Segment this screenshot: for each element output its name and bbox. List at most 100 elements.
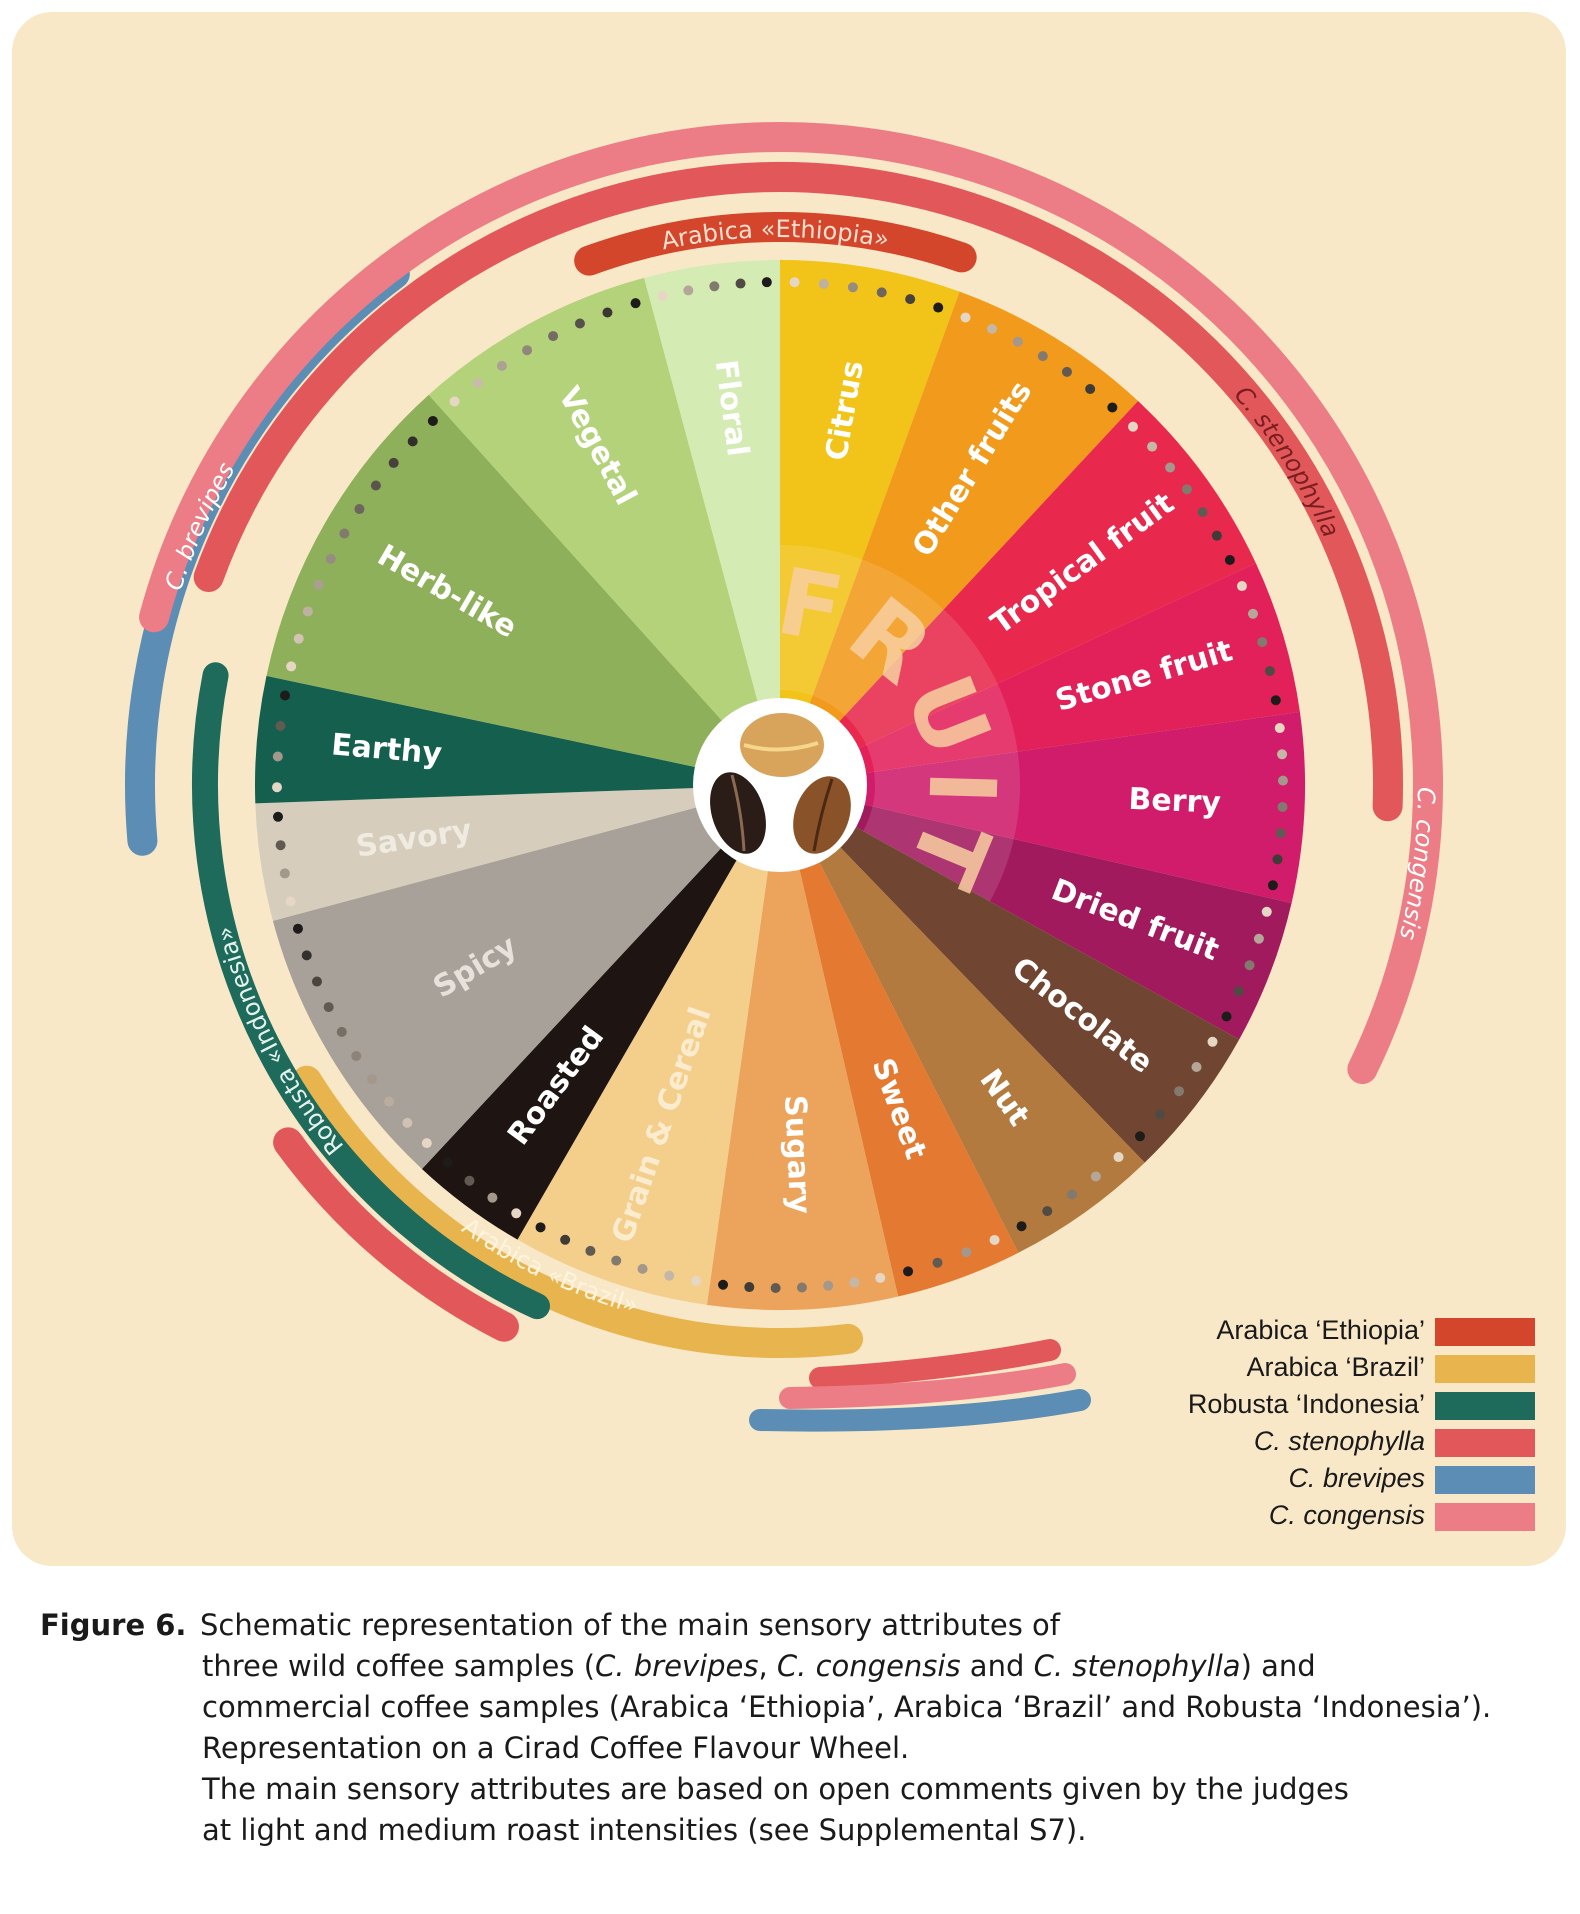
intensity-dot [905,294,916,305]
intensity-dot [487,1192,498,1203]
segment-sugary [706,867,899,1310]
wheel-segments [254,260,1305,1310]
intensity-dot [339,528,350,539]
band-arc [574,212,977,276]
intensity-dot [1016,1221,1027,1232]
legend-label: Arabica ‘Brazil’ [1246,1352,1425,1382]
band-arc [192,662,550,1320]
caption-line-1: Schematic representation of the main sen… [200,1608,1061,1642]
intensity-dot [1233,986,1244,997]
intensity-dot [875,1272,886,1283]
intensity-dot [1264,665,1275,676]
intensity-dot [1090,1171,1101,1182]
intensity-dot [1275,828,1286,839]
sample-bands [125,121,1443,1432]
intensity-dot [1107,402,1118,413]
segment-roasted [421,847,738,1240]
intensity-dot [735,278,746,289]
intensity-dot [336,1026,347,1037]
intensity-dot [351,1051,362,1062]
intensity-dot [1277,749,1288,760]
intensity-dot [796,1282,807,1293]
segment-herb-like [266,394,724,768]
intensity-dot [1113,1152,1124,1163]
band-arc-fragment [809,1339,1061,1389]
band-arc-fragment [749,1389,1091,1432]
intensity-dot [987,323,998,334]
legend: Arabica ‘Ethiopia’ Arabica ‘Brazil’ Robust… [1188,1315,1535,1531]
intensity-dot [279,868,290,879]
intensity-dot [1174,1086,1185,1097]
band-arc [273,1127,519,1342]
intensity-dot [761,277,772,288]
legend-swatch [1435,1429,1535,1457]
intensity-dot [961,1247,972,1258]
band-arc-fragment [779,1363,1076,1409]
segment-savory [255,787,698,921]
intensity-dot [407,436,418,447]
legend-label: Robusta ‘Indonesia’ [1188,1389,1425,1419]
intensity-dot [823,1280,834,1291]
intensity-dot [427,415,438,426]
intensity-dot [602,307,613,318]
intensity-dot [421,1138,432,1149]
intensity-dot [1272,854,1283,865]
intensity-dot [637,1263,648,1274]
intensity-dot [449,396,460,407]
intensity-dot [1207,1036,1218,1047]
intensity-dot [370,480,381,491]
legend-label: Arabica ‘Ethiopia’ [1216,1315,1425,1345]
caption-line-5: The main sensory attributes are based on… [202,1772,1349,1806]
intensity-dot [442,1157,453,1168]
legend-label: C. stenophylla [1254,1426,1425,1456]
intensity-dot [522,345,533,356]
intensity-dot [744,1282,755,1293]
intensity-dot [535,1222,546,1233]
legend-swatch [1435,1503,1535,1531]
intensity-dot [933,302,944,313]
segment-vegetal [428,277,759,722]
intensity-dot [302,606,313,617]
intensity-dot [1155,1109,1166,1120]
intensity-dot [1147,441,1158,452]
center-badge [693,698,867,872]
caption-line-2: three wild coffee samples (C. brevipes, … [202,1649,1316,1683]
intensity-dot [1191,1062,1202,1073]
segment-berry [862,711,1305,904]
intensity-dot [932,1257,943,1268]
intensity-dot [1042,1206,1053,1217]
intensity-dot [630,298,641,309]
intensity-dot [789,277,800,288]
intensity-dot [1197,507,1208,518]
intensity-dot [718,1279,729,1290]
segment-stone-fruit [857,563,1300,774]
intensity-dot [1085,384,1096,395]
legend-label: C. brevipes [1288,1463,1425,1493]
intensity-dot [1221,1011,1232,1022]
fruit-group-band [780,545,1021,902]
segment-other-fruits [809,291,1139,723]
segment-citrus [780,260,960,706]
intensity-dot [657,290,668,301]
intensity-dot [683,285,694,296]
intensity-dot [691,1275,702,1286]
intensity-dot [709,281,720,292]
intensity-dot [1134,1131,1145,1142]
intensity-dot [1253,933,1264,944]
intensity-dot [574,318,585,329]
intensity-dot [611,1255,622,1266]
intensity-dot [367,1074,378,1085]
caption-lead: Figure 6. [40,1608,187,1642]
legend-swatch [1435,1466,1535,1494]
intensity-dot [585,1245,596,1256]
segment-label: Sugary [777,1094,817,1215]
intensity-dot [1247,608,1258,619]
intensity-dot [960,312,971,323]
intensity-dot [1236,581,1247,592]
intensity-dot [1181,484,1192,495]
intensity-dot [664,1270,675,1281]
band-arc [193,162,1403,822]
intensity-dot [301,950,312,961]
segment-label: Berry [1128,782,1222,821]
